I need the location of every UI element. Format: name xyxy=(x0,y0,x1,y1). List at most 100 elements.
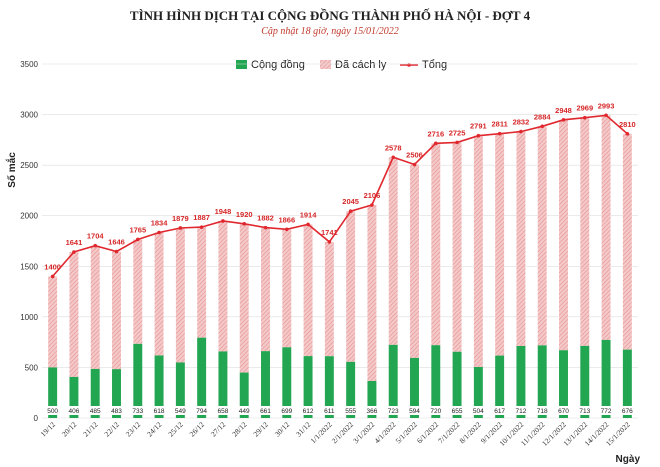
community-value-label: 713 xyxy=(579,408,590,415)
total-value-label: 2106 xyxy=(364,191,381,200)
bar-label-background xyxy=(129,406,146,415)
bar-community xyxy=(112,369,121,418)
total-value-label: 2810 xyxy=(619,120,636,129)
total-value-label: 2716 xyxy=(427,129,444,138)
y-tick-label: 2500 xyxy=(20,161,38,170)
total-point xyxy=(391,155,396,160)
total-value-label: 2045 xyxy=(342,197,359,206)
x-tick-label: 19/12 xyxy=(39,420,58,439)
bar-isolated xyxy=(303,224,313,357)
bar-label-background xyxy=(449,406,466,415)
bar-community xyxy=(580,345,590,418)
bar-isolated xyxy=(367,204,377,381)
x-tick-label: 30/12 xyxy=(273,420,292,439)
bar-community xyxy=(133,343,143,418)
bar-community xyxy=(175,362,185,418)
bar-isolated xyxy=(495,133,505,356)
bar-community xyxy=(218,351,228,418)
bar-isolated xyxy=(410,164,419,358)
bar-label-background xyxy=(321,406,338,415)
bar-isolated xyxy=(516,131,526,346)
bar-label-background xyxy=(108,406,125,415)
bar-isolated xyxy=(154,232,164,356)
total-point xyxy=(582,115,587,120)
total-point xyxy=(519,129,523,134)
community-value-label: 406 xyxy=(68,408,79,415)
y-tick-label: 500 xyxy=(25,363,39,372)
bar-isolated xyxy=(559,119,568,351)
x-tick-label: 7/1/2022 xyxy=(436,420,461,445)
legend-label-isolation: Đã cách ly xyxy=(335,59,387,71)
total-value-label: 1741 xyxy=(321,228,338,237)
bar-isolated xyxy=(48,276,58,368)
community-value-label: 449 xyxy=(239,408,250,415)
bar-label-background xyxy=(65,406,82,415)
legend: Cộng đồng Đã cách ly Tổng xyxy=(236,59,447,71)
bar-label-background xyxy=(151,406,168,415)
total-point xyxy=(497,131,502,136)
total-value-label: 1765 xyxy=(129,225,146,234)
bar-isolated xyxy=(69,252,79,377)
bar-value-labels: 500 406 485 483 733 618 549 794 658 449 661 699 612 6… xyxy=(44,406,636,415)
community-value-label: 661 xyxy=(260,408,271,415)
x-tick-label: 20/12 xyxy=(60,420,79,439)
total-point xyxy=(348,209,353,213)
bar-community xyxy=(346,361,356,418)
x-tick-label: 26/12 xyxy=(188,420,207,439)
bar-label-background xyxy=(470,406,487,415)
total-point xyxy=(433,141,438,146)
bar-label-background xyxy=(512,406,529,415)
legend-label-total: Tổng xyxy=(422,59,447,71)
bar-community xyxy=(282,347,292,418)
community-value-label: 723 xyxy=(388,408,399,415)
total-point xyxy=(263,225,268,230)
bar-community xyxy=(48,367,58,418)
total-point xyxy=(327,240,332,244)
x-tick-label: 28/12 xyxy=(230,420,249,439)
total-point xyxy=(284,227,289,232)
total-value-label: 1641 xyxy=(66,238,83,247)
bar-isolated xyxy=(346,211,356,362)
bar-community xyxy=(197,337,207,418)
total-value-label: 2725 xyxy=(449,128,466,137)
x-tick-label: 6/1/2022 xyxy=(415,420,440,445)
bar-label-background xyxy=(257,406,274,415)
x-tick-label: 23/12 xyxy=(124,420,143,439)
total-value-label: 1882 xyxy=(257,214,274,223)
total-point xyxy=(242,222,247,226)
total-value-label: 2948 xyxy=(555,106,572,115)
bar-label-background xyxy=(172,406,189,415)
bar-isolated xyxy=(90,245,100,369)
total-value-label: 1400 xyxy=(44,262,61,271)
community-value-label: 617 xyxy=(494,408,505,415)
total-point xyxy=(114,249,119,254)
x-tick-label: 24/12 xyxy=(145,420,164,439)
bar-community xyxy=(303,356,313,418)
bar-isolated xyxy=(112,251,121,370)
bar-isolated xyxy=(197,227,207,338)
bar-isolated xyxy=(239,223,249,373)
bar-isolated xyxy=(622,133,632,350)
community-value-label: 720 xyxy=(430,408,441,415)
x-tick-label: 21/12 xyxy=(81,420,100,439)
total-value-label: 2832 xyxy=(513,118,530,127)
total-value-label: 2791 xyxy=(470,122,487,131)
total-point xyxy=(72,250,76,254)
bar-community xyxy=(431,345,441,418)
bar-community xyxy=(90,368,100,418)
total-point xyxy=(135,237,140,242)
bar-community xyxy=(324,356,334,418)
community-value-label: 618 xyxy=(154,408,165,415)
bar-isolated xyxy=(452,142,462,352)
total-line xyxy=(51,114,628,277)
community-value-label: 699 xyxy=(281,408,292,415)
x-axis-label: Ngày xyxy=(616,454,641,465)
total-point xyxy=(221,219,225,223)
bar-label-background xyxy=(363,406,380,415)
total-point xyxy=(604,113,608,118)
community-value-label: 655 xyxy=(452,408,463,415)
bar-isolated xyxy=(175,227,185,363)
community-value-label: 483 xyxy=(111,408,122,415)
y-tick-label: 1000 xyxy=(20,313,38,322)
x-tick-label: 27/12 xyxy=(209,420,228,439)
